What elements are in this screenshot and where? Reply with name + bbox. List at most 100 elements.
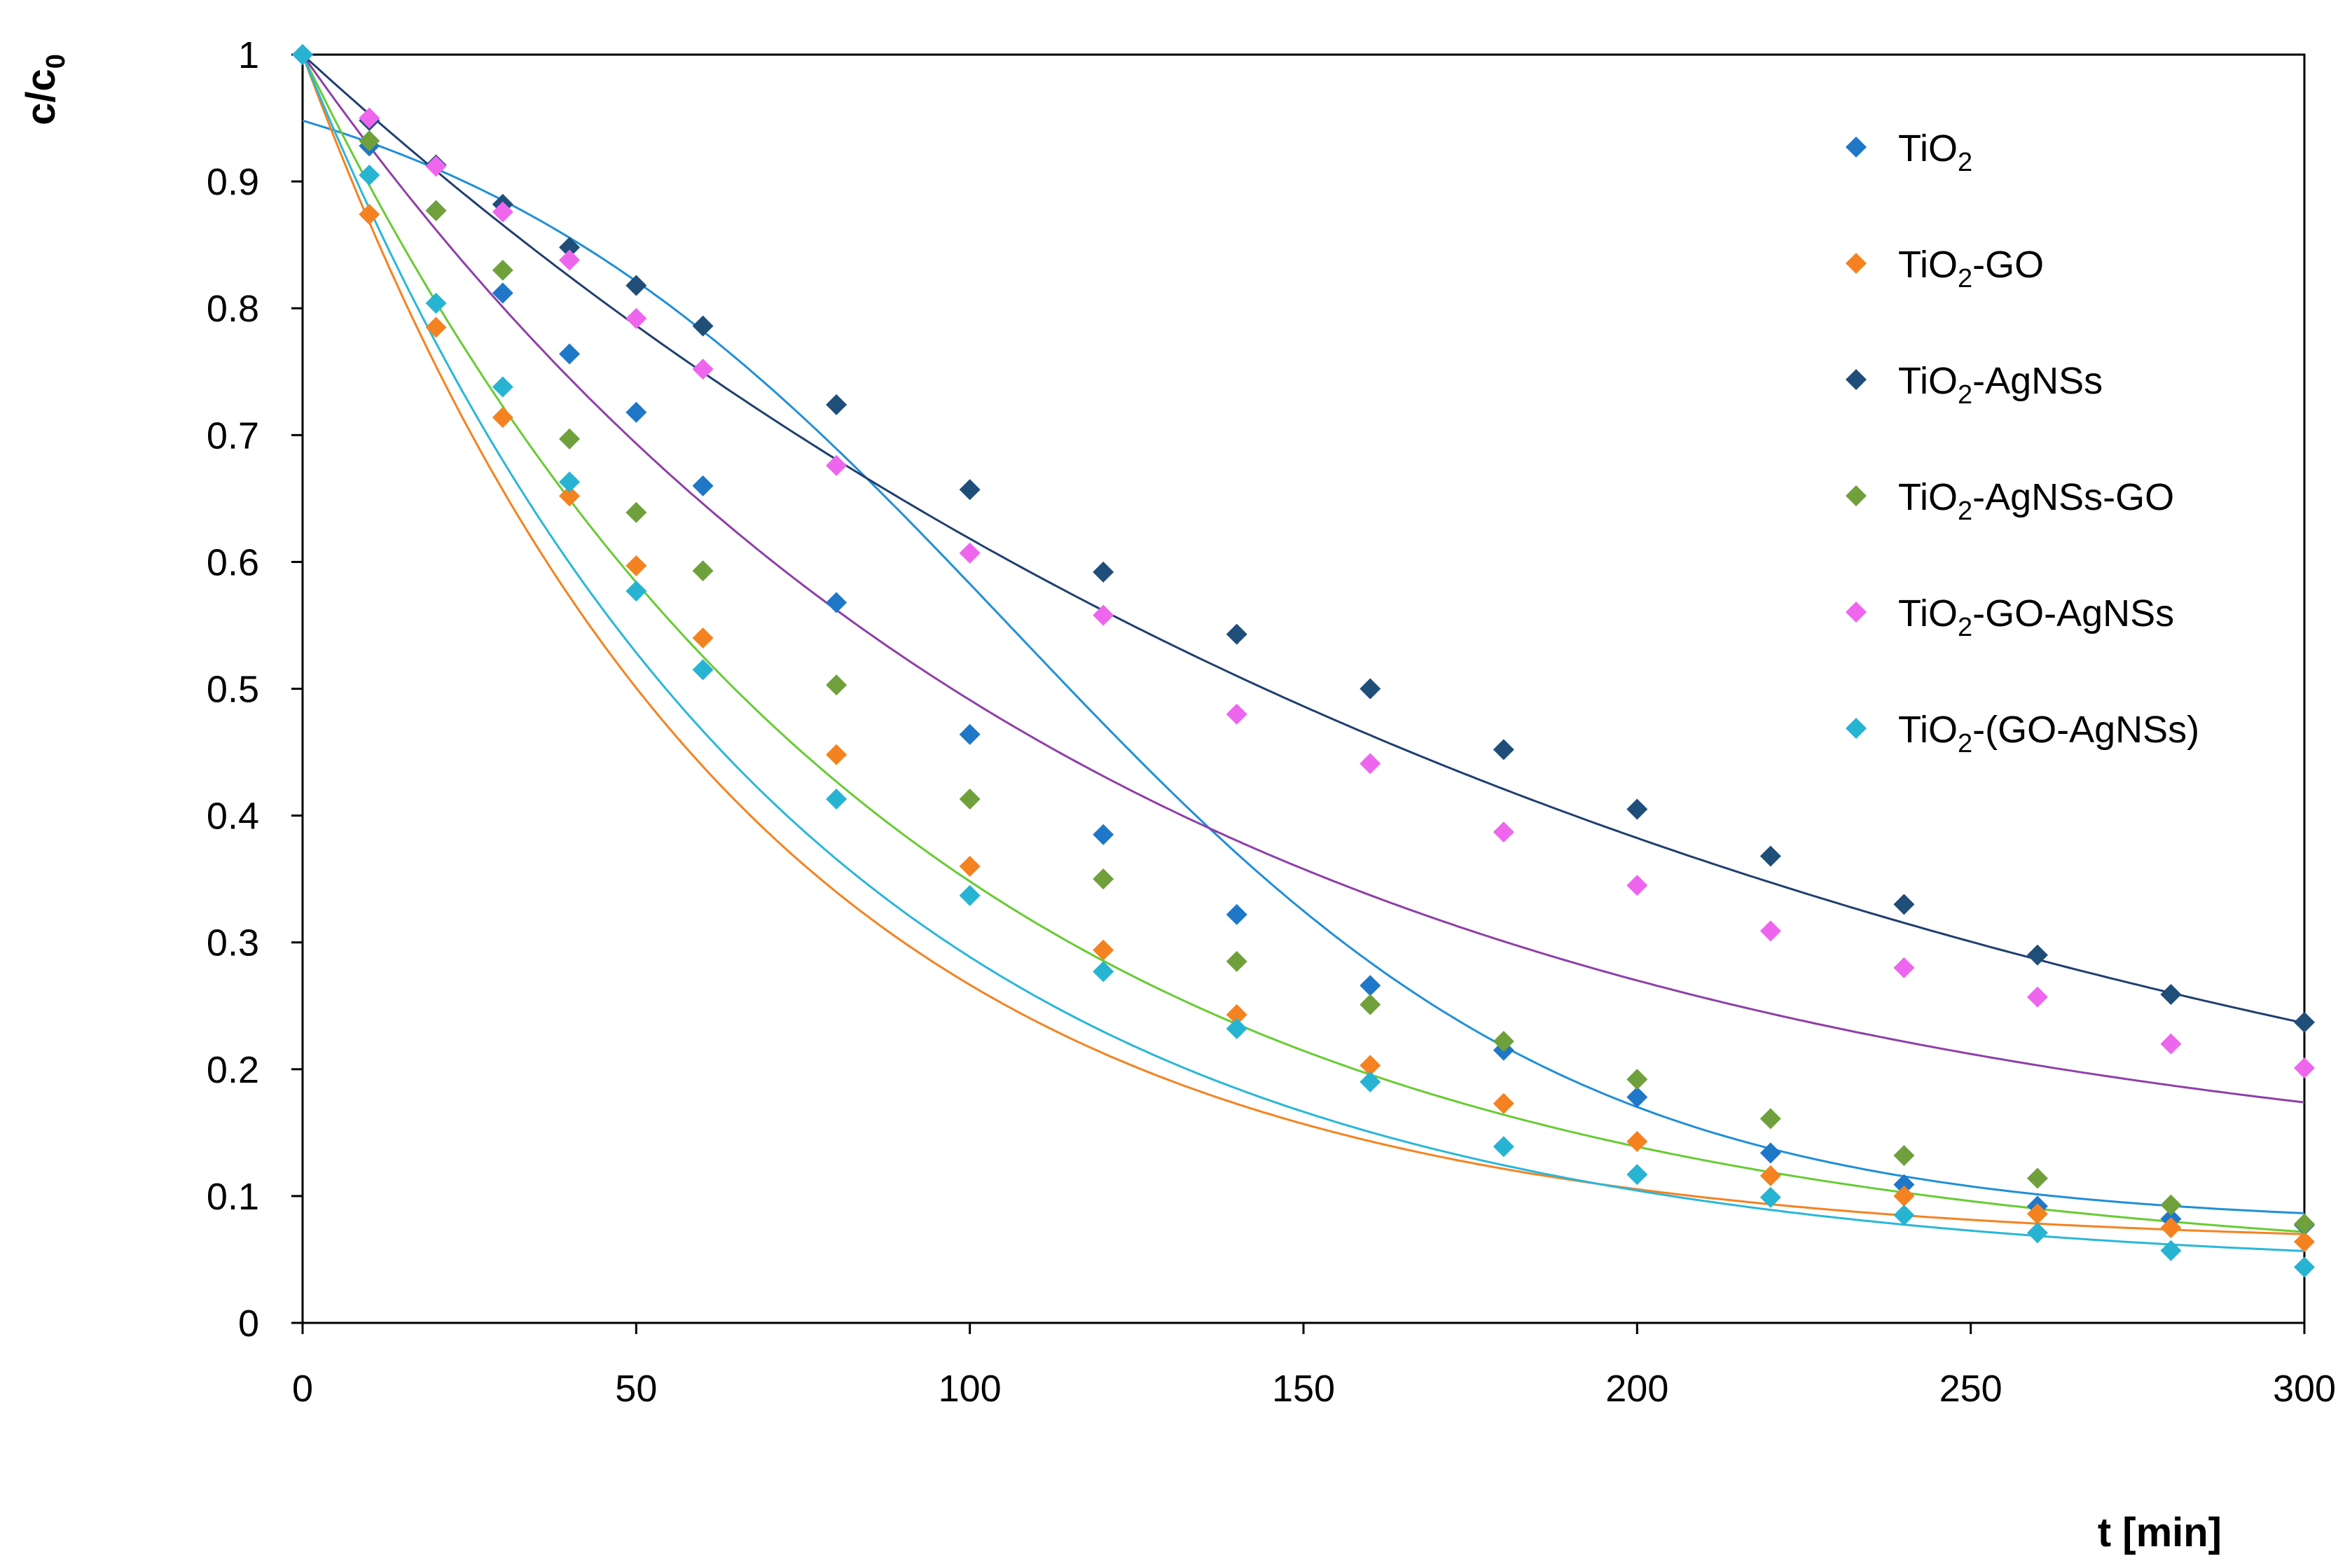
data-point-tio2-go-agnss	[2294, 1057, 2315, 1078]
legend-label-prefix: TiO	[1898, 244, 1958, 286]
legend-label-prefix: TiO	[1898, 592, 1958, 634]
data-point-tio2-go-agnss	[1759, 920, 1781, 942]
data-point-tio2-go-agnss-	[959, 884, 981, 906]
data-point-tio2-go	[1493, 1092, 1514, 1114]
y-tick-label: 0.8	[207, 288, 259, 330]
data-point-tio2-agnss-go	[492, 259, 513, 281]
legend-marker	[1846, 485, 1867, 506]
data-point-tio2-go-agnss-	[2160, 1240, 2182, 1261]
data-markers	[292, 44, 2315, 1278]
legend-label-subscript: 2	[1958, 613, 1972, 642]
data-point-tio2-go-agnss-	[2026, 1222, 2048, 1244]
legend-label-prefix: TiO	[1898, 127, 1958, 169]
data-point-tio2	[1759, 1142, 1781, 1164]
data-point-tio2-go-agnss	[826, 455, 848, 476]
tick-labels: 0 50 100 150 200 250 300 0 0.1 0.2 0.3 0.4 0.5 0.6 0.7…	[207, 34, 2336, 1410]
legend-label: TiO2-AgNSs-GO	[1898, 476, 2174, 526]
data-point-tio2-go-agnss-	[1893, 1205, 1915, 1226]
legend-label-prefix: TiO	[1898, 476, 1958, 518]
data-point-tio2-go	[959, 856, 981, 877]
legend-label-suffix: -AgNSs	[1972, 360, 2103, 402]
axis-ticks	[291, 53, 2306, 1334]
data-point-tio2-agnss	[692, 315, 714, 337]
data-point-tio2	[692, 475, 714, 497]
data-point-tio2	[1626, 1086, 1648, 1108]
y-tick-label: 0.2	[207, 1049, 259, 1091]
y-tick-label: 0.9	[207, 161, 259, 203]
data-point-tio2-agnss	[1226, 623, 1247, 645]
y-tick-label: 0.3	[207, 922, 259, 964]
y-tick-label: 0.4	[207, 796, 259, 838]
data-point-tio2-agnss	[625, 275, 647, 296]
data-point-tio2-go-agnss-	[2294, 1256, 2315, 1278]
data-point-tio2	[1093, 824, 1114, 845]
data-point-tio2-go	[2294, 1231, 2315, 1253]
data-point-tio2-agnss-go	[425, 200, 447, 221]
data-point-tio2-agnss	[559, 237, 581, 258]
data-point-tio2-go	[1360, 1055, 1381, 1076]
data-point-tio2-agnss-go	[2160, 1194, 2182, 1216]
data-point-tio2-agnss-go	[625, 501, 647, 523]
data-point-tio2-agnss	[1093, 561, 1114, 583]
x-axis-title: t [min]	[2098, 1510, 2222, 1555]
data-point-tio2-agnss	[2026, 944, 2048, 966]
data-point-tio2-agnss-go	[2294, 1213, 2315, 1235]
data-point-tio2-agnss-go	[1226, 950, 1247, 972]
data-point-tio2-go-agnss	[1226, 703, 1247, 725]
data-point-tio2	[1360, 975, 1381, 997]
data-point-tio2-go-agnss-	[492, 376, 513, 398]
data-point-tio2-go-agnss-	[1759, 1186, 1781, 1208]
x-tick-label: 250	[1939, 1368, 2002, 1410]
y-tick-label: 1	[238, 34, 259, 76]
data-point-tio2-go-agnss	[1493, 821, 1514, 843]
data-point-tio2-go	[692, 627, 714, 649]
data-point-tio2-go	[559, 485, 581, 507]
legend-label: TiO2	[1898, 127, 1972, 177]
data-point-tio2	[826, 592, 848, 613]
data-point-tio2-go-agnss	[1093, 604, 1114, 626]
data-point-tio2-agnss-go	[1360, 994, 1381, 1015]
data-point-tio2-go-agnss-	[625, 581, 647, 602]
x-tick-label: 150	[1272, 1368, 1335, 1410]
fit-line-tio2-go	[301, 54, 2305, 1235]
data-point-tio2-go	[1759, 1165, 1781, 1186]
data-point-tio2-agnss-go	[959, 789, 981, 810]
data-point-tio2-go-agnss	[625, 307, 647, 329]
legend-label: TiO2-GO	[1898, 244, 2044, 293]
data-point-tio2-go	[826, 744, 848, 765]
data-point-tio2-go-agnss	[1360, 753, 1381, 775]
data-point-tio2-agnss	[1493, 739, 1514, 761]
data-point-tio2-go-agnss-	[559, 471, 581, 493]
data-point-tio2-go	[359, 204, 380, 226]
legend-marker	[1846, 137, 1867, 158]
legend-label: TiO2-GO-AgNSs	[1898, 592, 2174, 642]
data-point-tio2-go	[1093, 939, 1114, 961]
data-point-tio2-go	[1226, 1004, 1247, 1025]
fit-line-tio2-go-agnss-	[301, 54, 2305, 1252]
data-point-tio2-agnss-go	[1493, 1030, 1514, 1052]
y-tick-label: 0.7	[207, 415, 259, 457]
data-point-tio2-go-agnss-	[692, 659, 714, 681]
data-point-tio2-go-agnss	[559, 249, 581, 271]
x-tick-label: 0	[292, 1368, 313, 1410]
legend-label-prefix: TiO	[1898, 360, 1958, 402]
legend-label-subscript: 2	[1958, 264, 1972, 293]
data-point-tio2-agnss-go	[1893, 1144, 1915, 1166]
data-point-tio2-agnss	[2294, 1011, 2315, 1033]
data-point-tio2	[1226, 903, 1247, 925]
data-point-tio2-agnss	[1360, 678, 1381, 700]
data-point-tio2-agnss-go	[1759, 1108, 1781, 1130]
data-point-tio2-agnss-go	[692, 560, 714, 582]
fit-line-tio2-agnss	[301, 53, 2305, 1025]
x-tick-label: 200	[1605, 1368, 1668, 1410]
x-tick-label: 100	[939, 1368, 1002, 1410]
y-axis-title-subscript: 0	[41, 54, 71, 69]
data-point-tio2-go-agnss-	[826, 789, 848, 810]
legend-label-subscript: 2	[1958, 497, 1972, 526]
data-point-tio2-agnss	[1626, 798, 1648, 820]
data-point-tio2-go	[625, 555, 647, 576]
y-tick-label: 0.5	[207, 669, 259, 711]
data-point-tio2-agnss-go	[2026, 1167, 2048, 1189]
legend: TiO2TiO2-GOTiO2-AgNSsTiO2-AgNSs-GOTiO2-G…	[1846, 127, 2199, 758]
